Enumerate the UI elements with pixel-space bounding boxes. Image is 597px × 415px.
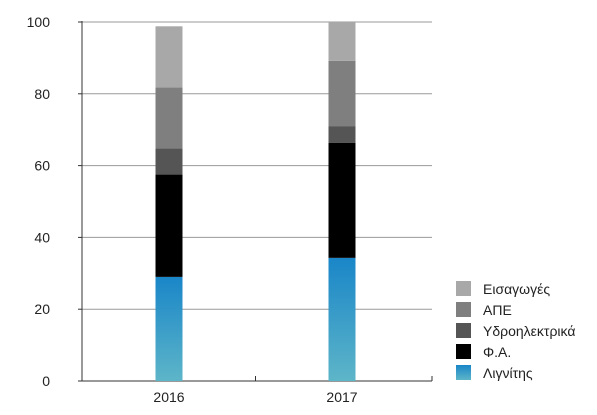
bar-segment <box>328 142 356 258</box>
legend-swatch <box>456 302 471 317</box>
gridlines <box>82 21 432 310</box>
bars <box>155 22 356 381</box>
bar-segment <box>155 276 183 381</box>
y-tick-label: 80 <box>34 86 50 102</box>
legend-label: Φ.Α. <box>483 344 511 360</box>
y-tick-label: 100 <box>27 14 51 30</box>
x-tick-label: 2017 <box>326 389 357 405</box>
legend-label: ΑΠΕ <box>483 302 512 318</box>
legend-swatch <box>456 281 471 296</box>
bar-segment <box>328 22 356 61</box>
y-tick-label: 0 <box>42 373 50 389</box>
legend-label: Εισαγωγές <box>483 281 550 297</box>
y-tick-label: 20 <box>34 301 50 317</box>
bar-segment <box>155 26 183 88</box>
legend-swatch <box>456 323 471 338</box>
x-tick-label: 2016 <box>153 389 184 405</box>
y-tick-label: 60 <box>34 158 50 174</box>
legend: Εισαγωγές ΑΠΕ Υδροηλεκτρικά Φ.Α. Λιγνίτης <box>456 281 575 381</box>
bar-segment <box>328 126 356 143</box>
legend-swatch <box>456 344 471 359</box>
y-tick-labels: 0 20 40 60 80 100 <box>27 14 51 389</box>
bar-segment <box>328 60 356 127</box>
y-tick-label: 40 <box>34 229 50 245</box>
legend-label: Υδροηλεκτρικά <box>483 323 575 339</box>
x-tick-labels: 2016 2017 <box>153 389 357 405</box>
axes <box>78 21 433 382</box>
legend-label: Λιγνίτης <box>483 365 533 381</box>
bar-segment <box>155 148 183 175</box>
bar-segment <box>155 174 183 277</box>
bar-segment <box>155 87 183 149</box>
legend-swatch <box>456 365 471 380</box>
bar-segment <box>328 257 356 381</box>
